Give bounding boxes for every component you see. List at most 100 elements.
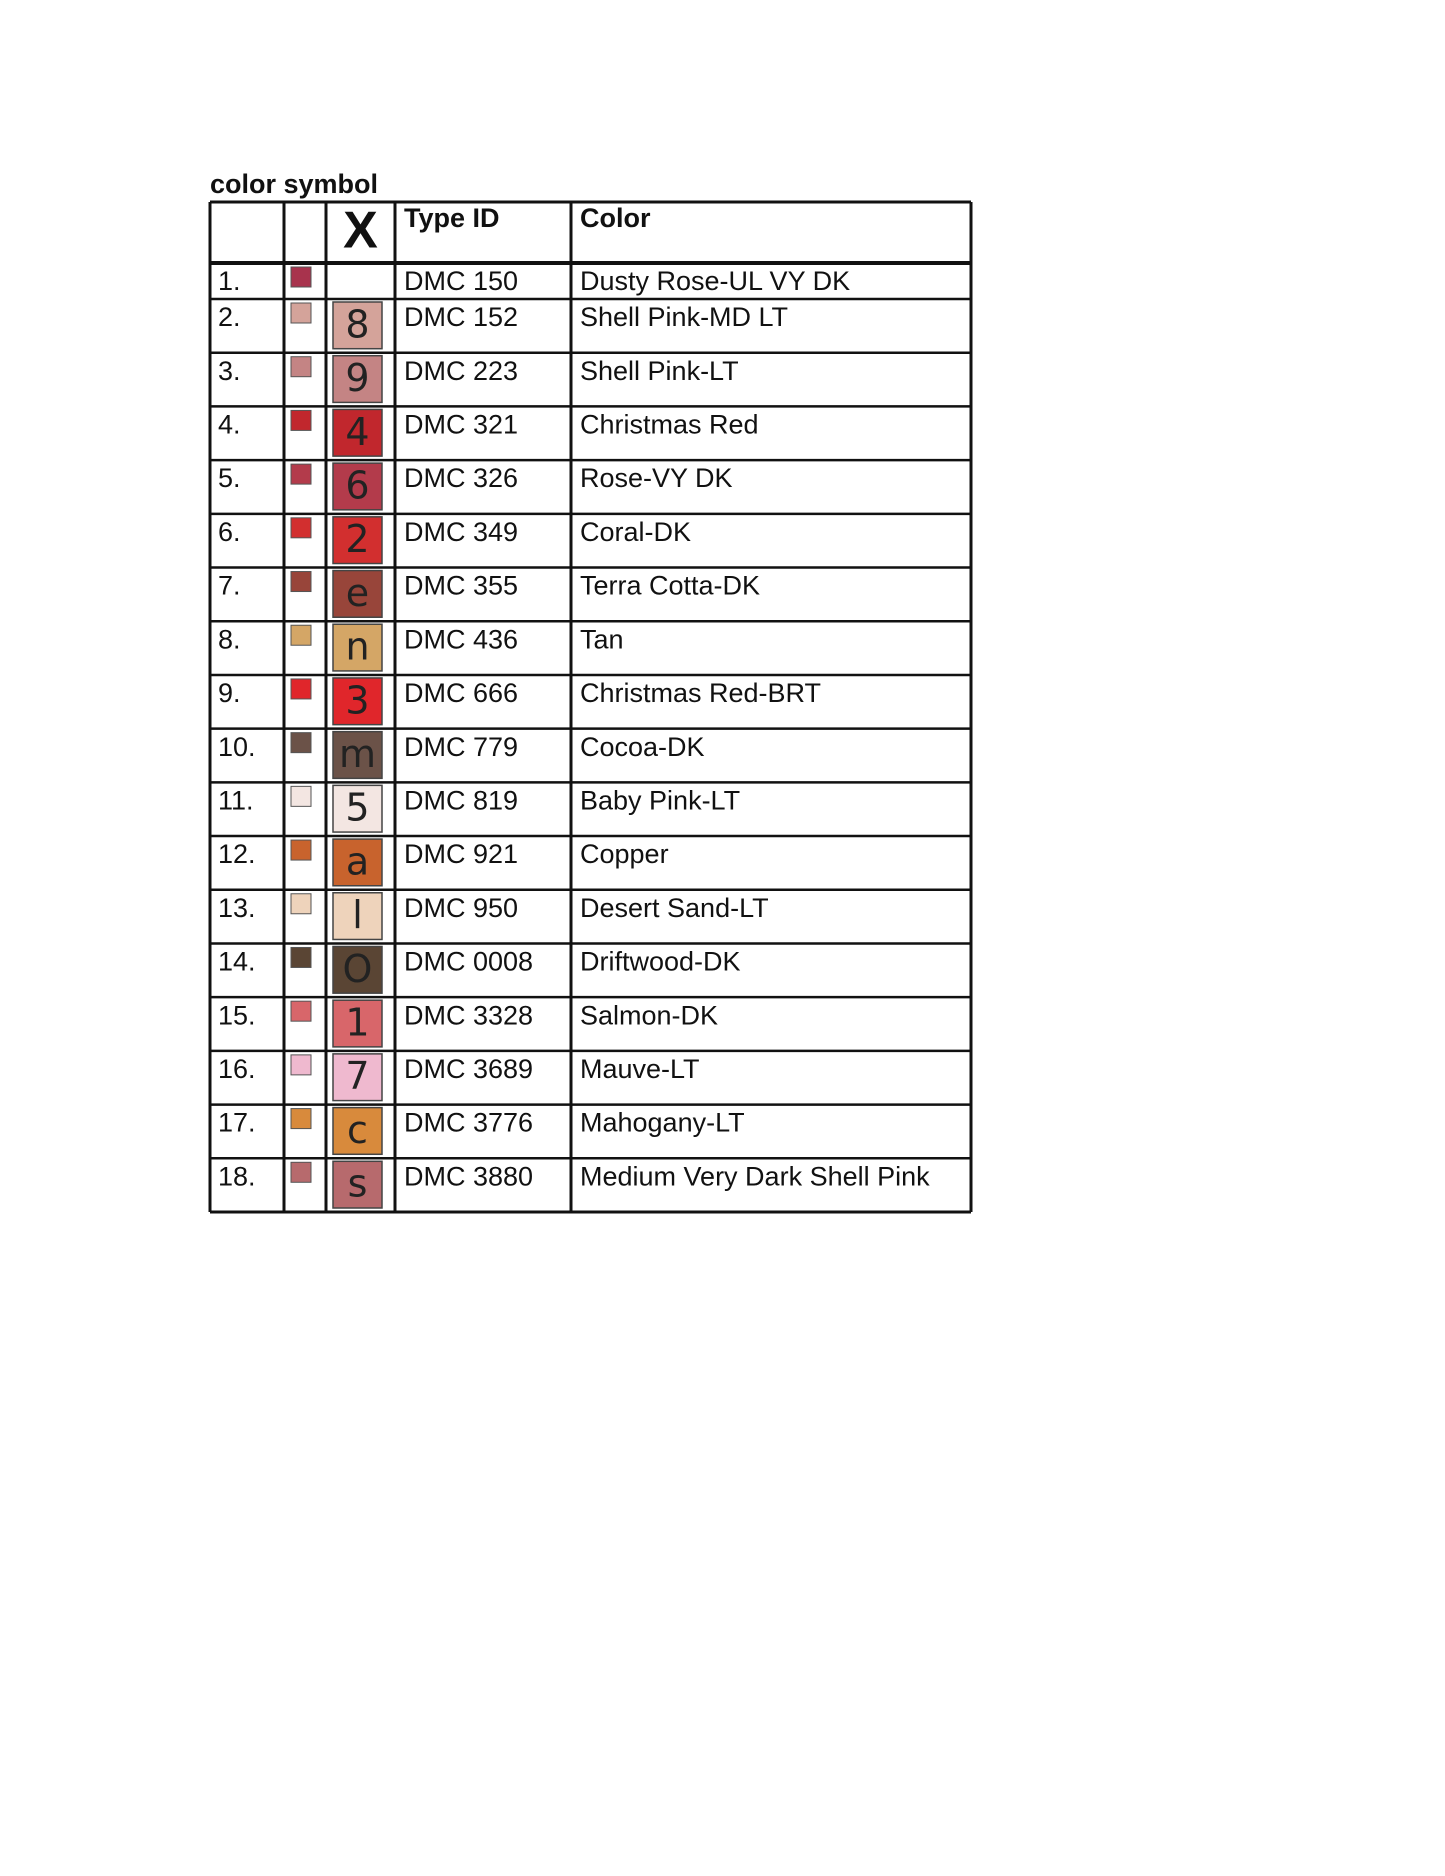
symbol: c	[347, 1108, 368, 1152]
symbol-box	[332, 516, 383, 565]
symbol-box	[332, 892, 383, 941]
symbol-box	[332, 354, 383, 404]
row-number: 1.	[218, 266, 241, 296]
type-id: DMC 666	[404, 678, 518, 708]
color-swatch	[290, 1108, 312, 1130]
header-color: Color	[580, 203, 651, 233]
row-number: 6.	[218, 517, 241, 547]
color-name: Mahogany-LT	[580, 1108, 745, 1138]
type-id: DMC 355	[404, 571, 518, 601]
symbol: 6	[345, 463, 369, 507]
type-id: DMC 0008	[404, 947, 533, 977]
table-title: color symbol	[210, 169, 378, 199]
color-swatch	[290, 946, 312, 968]
symbol-box	[332, 569, 383, 618]
symbol-box	[332, 408, 383, 457]
color-name: Desert Sand-LT	[580, 893, 769, 923]
color-name: Cocoa-DK	[580, 732, 705, 762]
symbol: 7	[345, 1054, 369, 1098]
symbol: 8	[345, 302, 369, 346]
symbol-box	[332, 301, 383, 350]
type-id: DMC 436	[404, 624, 518, 654]
symbol: m	[339, 732, 376, 776]
header-type-id: Type ID	[404, 203, 500, 233]
symbol: s	[348, 1162, 368, 1206]
color-name: Coral-DK	[580, 517, 691, 547]
color-swatch	[290, 1161, 312, 1183]
color-swatch	[290, 463, 312, 485]
color-name: Shell Pink-LT	[580, 356, 739, 386]
symbol-box	[332, 999, 383, 1048]
color-swatch	[290, 1054, 312, 1076]
type-id: DMC 779	[404, 732, 518, 762]
symbol-box	[332, 623, 383, 672]
header-symbol: X	[343, 202, 378, 260]
symbol: 2	[345, 517, 369, 561]
color-swatch	[290, 893, 312, 915]
type-id: DMC 950	[404, 893, 518, 923]
symbol-box	[332, 784, 383, 833]
symbol-box	[332, 1106, 383, 1156]
symbol: 5	[345, 786, 369, 830]
symbol-box	[332, 677, 383, 726]
color-name: Baby Pink-LT	[580, 785, 740, 815]
color-swatch	[290, 571, 312, 593]
color-name: Tan	[580, 624, 624, 654]
symbol: e	[346, 571, 369, 615]
row-number: 13.	[218, 893, 256, 923]
symbol-box	[332, 945, 383, 994]
color-swatch	[290, 624, 312, 646]
row-number: 4.	[218, 410, 241, 440]
type-id: DMC 3328	[404, 1000, 533, 1030]
symbol: a	[346, 839, 369, 883]
symbol-box	[332, 1160, 383, 1209]
symbol: 1	[345, 1001, 369, 1045]
type-id: DMC 223	[404, 356, 518, 386]
color-name: Mauve-LT	[580, 1054, 700, 1084]
color-swatch	[290, 732, 312, 754]
color-name: Rose-VY DK	[580, 463, 733, 493]
symbol-box	[332, 462, 383, 511]
row-number: 16.	[218, 1054, 256, 1084]
row-number: 11.	[218, 785, 254, 815]
symbol-box	[332, 1053, 383, 1102]
type-id: DMC 3689	[404, 1054, 533, 1084]
symbol: 3	[345, 678, 369, 722]
row-number: 15.	[218, 1000, 256, 1030]
color-name: Driftwood-DK	[580, 947, 741, 977]
color-name: Dusty Rose-UL VY DK	[580, 266, 850, 296]
color-swatch	[290, 1000, 312, 1022]
symbol-box	[332, 730, 383, 780]
symbol: 9	[345, 356, 369, 400]
symbol: l	[352, 893, 363, 937]
color-name: Christmas Red	[580, 410, 759, 440]
symbol: n	[345, 625, 369, 669]
symbol-box	[332, 838, 383, 887]
color-name: Shell Pink-MD LT	[580, 302, 788, 332]
type-id: DMC 349	[404, 517, 518, 547]
row-number: 18.	[218, 1161, 256, 1191]
type-id: DMC 3880	[404, 1161, 533, 1191]
row-number: 14.	[218, 947, 256, 977]
type-id: DMC 152	[404, 302, 518, 332]
row-number: 5.	[218, 463, 241, 493]
row-number: 9.	[218, 678, 241, 708]
symbol: 4	[345, 410, 369, 454]
row-number: 10.	[218, 732, 256, 762]
type-id: DMC 819	[404, 785, 518, 815]
color-swatch	[290, 839, 312, 861]
row-number: 2.	[218, 302, 241, 332]
type-id: DMC 3776	[404, 1108, 533, 1138]
row-number: 8.	[218, 624, 241, 654]
color-name: Christmas Red-BRT	[580, 678, 821, 708]
color-name: Medium Very Dark Shell Pink	[580, 1161, 930, 1191]
row-number: 12.	[218, 839, 256, 869]
type-id: DMC 326	[404, 463, 518, 493]
type-id: DMC 321	[404, 410, 518, 440]
row-number: 7.	[218, 571, 241, 601]
row-number: 17.	[218, 1108, 256, 1138]
color-swatch	[290, 356, 312, 378]
type-id: DMC 150	[404, 266, 518, 296]
